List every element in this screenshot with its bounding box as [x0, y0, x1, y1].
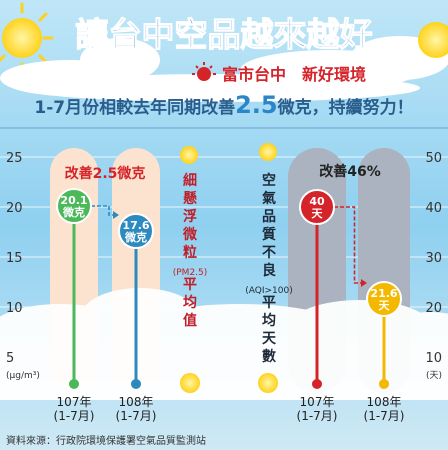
vertical-label-char: 空	[262, 172, 276, 189]
sun-icon	[0, 2, 54, 74]
trend-connector	[91, 205, 113, 216]
vertical-label-char: 懸	[183, 191, 197, 207]
category-label: 107年(1-7月)	[297, 395, 338, 423]
chart-marks: 5 10 15 20 25 10 20 30 40 50 20.1 微克 107年(1-7月) 17.6 微…	[6, 151, 442, 423]
subtitle-pre: 1-7月份相較去年同期改善	[34, 97, 235, 118]
data-label: 21.6 天	[370, 287, 397, 312]
vertical-label-char: 平	[183, 277, 197, 293]
category-marker	[379, 379, 389, 389]
data-point	[56, 188, 92, 224]
aqi-annotation: 改善46%	[319, 163, 381, 180]
data-point	[299, 189, 335, 225]
cloud-icon	[0, 36, 448, 102]
vertical-label-char: 粒	[183, 244, 197, 261]
vertical-label-char: 浮	[183, 208, 197, 225]
vertical-label-char: 微	[182, 226, 198, 243]
left-axis-tick-label: 10	[6, 301, 23, 316]
sun-icon	[259, 143, 277, 161]
left-axis-unit: (μg/m³)	[6, 371, 40, 381]
vertical-label-char: 質	[262, 226, 276, 243]
left-axis-tick-label: 20	[6, 201, 23, 216]
vertical-label-char: 品	[262, 209, 276, 225]
vertical-label-char: 均	[262, 312, 276, 329]
left-axis-tick-label: 25	[6, 151, 23, 166]
right-axis-tick-label: 30	[425, 251, 442, 266]
subtitle-post: 微克，持續努力！	[277, 97, 414, 118]
data-point	[366, 281, 402, 317]
vertical-label-char: 氣	[262, 190, 276, 207]
page-title: 讓台中空品越來越好	[76, 15, 373, 54]
subtitle-number: 2.5	[235, 91, 278, 119]
vertical-label-char: (AQI>100)	[245, 286, 292, 296]
vertical-label-char: 平	[262, 295, 276, 311]
data-label: 40 天	[309, 195, 325, 220]
pm25-annotation: 改善2.5微克	[65, 165, 146, 182]
left-axis-tick-label: 5	[6, 351, 14, 366]
arrow-down-icon	[113, 211, 119, 219]
left-axis-tick-label: 15	[6, 251, 23, 266]
sun-icon	[192, 62, 216, 81]
category-label: 108年(1-7月)	[364, 395, 405, 423]
vertical-label-char: 良	[262, 262, 276, 279]
subtitle-text: 1-7月份相較去年同期改善2.5微克，持續努力！	[34, 91, 413, 119]
arrow-down-icon	[361, 279, 367, 287]
vertical-label-char: 均	[183, 294, 197, 311]
vertical-label-char: (PM2.5)	[173, 268, 208, 278]
sun-icon	[418, 22, 448, 58]
data-label: 17.6 微克	[122, 219, 149, 244]
right-axis-tick-label: 40	[425, 201, 442, 216]
vertical-label-char: 值	[183, 312, 197, 329]
data-source: 資料來源：行政院環境保護署空氣品質監測站	[6, 434, 206, 447]
vertical-label-char: 細	[183, 172, 197, 189]
data-point	[118, 213, 154, 249]
sun-icon	[180, 146, 198, 164]
sun-icon	[258, 373, 278, 393]
sun-icon	[180, 373, 200, 393]
subtitle: 1-7月份相較去年同期改善2.5微克，持續努力！	[0, 91, 448, 129]
category-label: 108年(1-7月)	[116, 395, 157, 423]
vertical-label-char: 不	[262, 245, 276, 261]
slogan-text: 富市台中 新好環境	[222, 65, 366, 84]
right-axis-tick-label: 10	[425, 351, 442, 366]
vertical-label-char: 數	[262, 348, 276, 365]
vertical-label-char: 天	[262, 331, 277, 347]
right-axis-tick-label: 50	[425, 151, 442, 166]
trend-connector	[334, 206, 361, 284]
right-axis-tick-label: 20	[425, 301, 442, 316]
category-marker	[312, 379, 322, 389]
data-label: 20.1 微克	[60, 194, 87, 219]
right-axis-unit: (天)	[426, 371, 442, 381]
category-marker	[69, 379, 79, 389]
slogan: 富市台中 新好環境	[192, 62, 366, 84]
category-marker	[131, 379, 141, 389]
category-label: 107年(1-7月)	[54, 395, 95, 423]
